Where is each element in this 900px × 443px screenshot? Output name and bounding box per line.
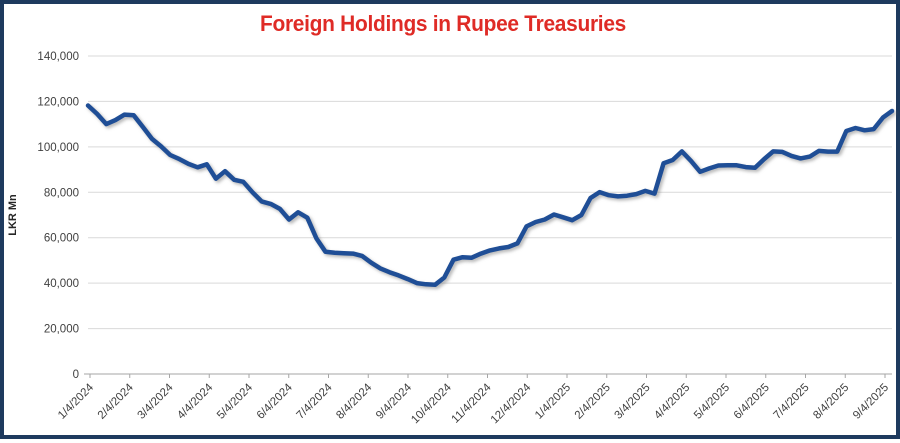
- x-tick-label: 9/4/2025: [851, 382, 891, 422]
- x-tick-label: 4/4/2025: [652, 382, 692, 422]
- x-tick-label: 6/4/2025: [732, 382, 772, 422]
- x-tick-label: 10/4/2024: [409, 381, 454, 426]
- data-series-line: [85, 103, 895, 287]
- y-tick-label: 40,000: [44, 278, 79, 290]
- line-plot-svg: 0 20,000 40,000 60,000 80,000 100,000 120,000 1…: [37, 51, 895, 426]
- x-tick-label: 7/4/2025: [771, 382, 811, 422]
- x-tick-label: 8/4/2025: [811, 382, 851, 422]
- x-tick-label: 3/4/2025: [612, 382, 652, 422]
- x-tick-label: 12/4/2024: [489, 381, 534, 426]
- chart-title: Foreign Holdings in Rupee Treasuries: [259, 11, 627, 36]
- y-tick-label: 120,000: [37, 96, 79, 108]
- x-tick-label: 1/4/2025: [533, 382, 573, 422]
- y-tick-label: 20,000: [44, 324, 79, 336]
- y-tick-label: 0: [73, 369, 79, 381]
- x-tick-label: 5/4/2024: [215, 381, 256, 422]
- x-tick-label: 6/4/2024: [255, 381, 296, 422]
- x-tick-label: 2/4/2025: [573, 382, 613, 422]
- y-tick-label: 60,000: [44, 233, 79, 245]
- x-tick-label: 2/4/2024: [96, 381, 137, 422]
- x-tick-label: 1/4/2024: [56, 381, 97, 422]
- x-tick-label: 3/4/2024: [135, 381, 176, 422]
- y-tick-label: 100,000: [37, 142, 79, 154]
- x-tick-label: 4/4/2024: [175, 381, 216, 422]
- x-tick-label: 8/4/2024: [334, 381, 375, 422]
- y-tick-label: 80,000: [44, 187, 79, 199]
- x-tick-label: 5/4/2025: [692, 382, 732, 422]
- x-tick-label: 11/4/2024: [450, 381, 494, 425]
- y-tick-label: 140,000: [37, 51, 79, 63]
- x-tick-label: 7/4/2024: [294, 381, 335, 422]
- x-tick-label: 9/4/2024: [374, 381, 415, 422]
